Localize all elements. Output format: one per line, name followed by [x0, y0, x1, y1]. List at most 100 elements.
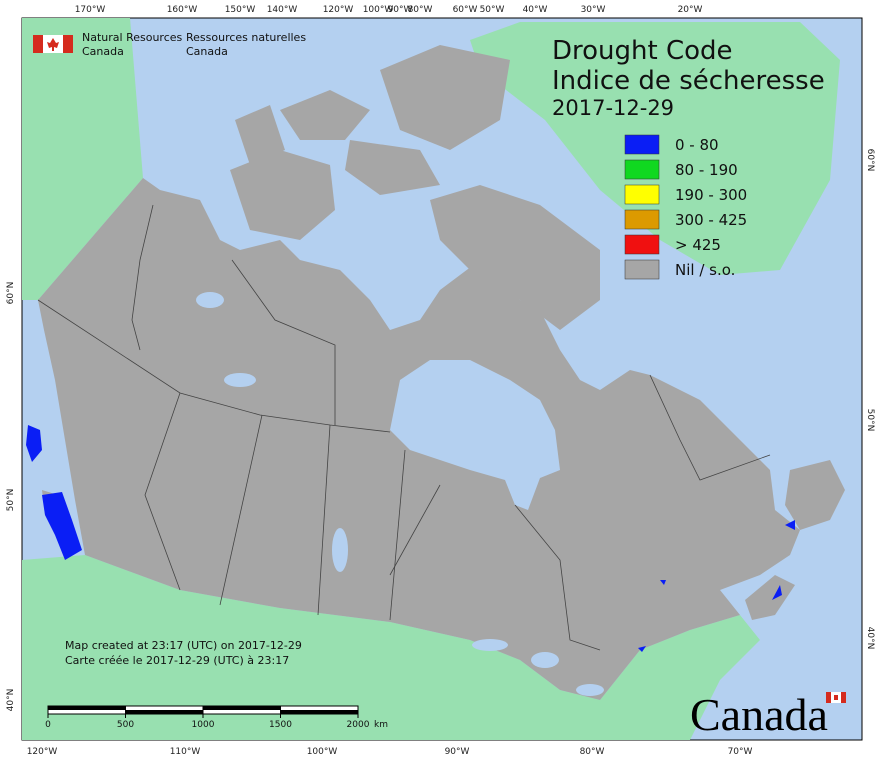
- agency-en: Canada: [82, 45, 124, 58]
- lakes: [196, 292, 604, 696]
- lon-label-top: 60°W: [453, 5, 478, 15]
- lake-ontario: [576, 684, 604, 696]
- flag-bar: [826, 692, 831, 703]
- agency-en: Natural Resources: [82, 31, 183, 44]
- legend-label: 0 - 80: [675, 136, 719, 154]
- alaska-west: [22, 18, 143, 300]
- maple-leaf: [834, 695, 838, 700]
- southampton-island: [440, 310, 490, 350]
- scale-bar: 0 500 1000 1500 2000 km: [45, 705, 388, 730]
- nwt-nunavut-border: [231, 259, 336, 425]
- agency-header: Natural Resources Canada Ressources natu…: [33, 31, 306, 58]
- agency-fr: Canada: [186, 45, 228, 58]
- bc-ab-border: [144, 392, 181, 591]
- maple-leaf: [47, 38, 59, 51]
- lake-huron: [531, 652, 559, 668]
- territory-border: [37, 299, 391, 433]
- drought-patch: [26, 425, 42, 462]
- legend-label: 300 - 425: [675, 211, 747, 229]
- lon-label-top: 160°W: [167, 5, 198, 15]
- lon-label-top: 20°W: [678, 5, 703, 15]
- lat-label-right: 50°N: [865, 409, 875, 432]
- drought-patch: [660, 580, 666, 585]
- flag-bar: [63, 35, 73, 53]
- on-qc-border: [514, 504, 601, 651]
- scale-unit: km: [374, 720, 388, 730]
- lon-label-top: 50°W: [480, 5, 505, 15]
- lon-label-bottom: 120°W: [27, 747, 58, 757]
- lon-label-top: 150°W: [225, 5, 256, 15]
- legend-label: 190 - 300: [675, 186, 747, 204]
- lat-label-left: 60°N: [6, 282, 16, 305]
- lat-label-right: 40°N: [865, 627, 875, 650]
- scale-label: 1500: [269, 720, 292, 730]
- lon-label-top: 170°W: [75, 5, 106, 15]
- legend-label: 80 - 190: [675, 161, 738, 179]
- graticule-labels: 170°W 160°W 150°W 140°W 120°W 100°W90°W80°W 60…: [6, 5, 875, 757]
- lat-label-left: 50°N: [6, 489, 16, 512]
- great-bear-lake: [196, 292, 224, 308]
- qc-lab-border: [649, 374, 771, 481]
- legend: 0 - 80 80 - 190 190 - 300 300 - 425 > 425 Nil…: [624, 134, 747, 280]
- queen-elizabeth-islands: [280, 90, 370, 140]
- scale-segment: [48, 706, 126, 710]
- yukon-nwt-border: [131, 204, 154, 351]
- hudson-bay: [390, 360, 560, 510]
- lon-label-bottom: 70°W: [728, 747, 753, 757]
- scale-label: 1000: [192, 720, 215, 730]
- title-fr: Indice de sécheresse: [552, 66, 825, 96]
- drought-patch: [638, 646, 646, 652]
- legend-swatch: [624, 184, 660, 205]
- great-slave-lake: [224, 373, 256, 387]
- legend-swatch: [624, 159, 660, 180]
- wordmark: Canada: [690, 689, 846, 740]
- usa: [22, 555, 760, 740]
- footer-fr: Carte créée le 2017-12-29 (UTC) à 23:17: [65, 654, 289, 667]
- scale-segment: [280, 710, 358, 714]
- devon-island: [345, 140, 440, 195]
- scale-label: 500: [117, 720, 134, 730]
- scale-segment: [125, 710, 203, 714]
- sk-mb-border: [317, 424, 331, 616]
- lon-label-top: 140°W: [267, 5, 298, 15]
- lon-label-top: 90°W: [388, 5, 413, 15]
- legend-swatch: [624, 234, 660, 255]
- nova-scotia: [745, 575, 795, 620]
- ab-sk-border: [219, 414, 263, 606]
- scale-label: 0: [45, 720, 51, 730]
- legend-label: Nil / s.o.: [675, 261, 735, 279]
- lat-label-right: 60°N: [865, 149, 875, 172]
- lon-label-bottom: 110°W: [170, 747, 201, 757]
- scale-segment: [203, 706, 281, 710]
- title-en: Drought Code: [552, 36, 733, 66]
- footer-en: Map created at 23:17 (UTC) on 2017-12-29: [65, 639, 302, 652]
- lon-label-bottom: 80°W: [580, 747, 605, 757]
- lon-label-bottom: 90°W: [445, 747, 470, 757]
- lon-label-top: 80°W: [408, 5, 433, 15]
- lon-label-top: 30°W: [581, 5, 606, 15]
- legend-swatch: [624, 134, 660, 155]
- legend-label: > 425: [675, 236, 721, 254]
- banks-island: [235, 105, 285, 165]
- lat-label-left: 40°N: [6, 689, 16, 712]
- lake-winnipeg: [332, 528, 348, 572]
- legend-swatch: [624, 259, 660, 280]
- drought-patch: [772, 585, 782, 600]
- newfoundland: [785, 460, 845, 530]
- lon-label-top: 100°W: [363, 5, 394, 15]
- lake-superior: [472, 639, 508, 651]
- lon-label-top: 40°W: [523, 5, 548, 15]
- map-date: 2017-12-29: [552, 96, 674, 120]
- flag-bar: [841, 692, 846, 703]
- mb-on-border: [389, 449, 406, 621]
- victoria-island: [230, 150, 335, 240]
- borders: [37, 204, 771, 651]
- baffin-island: [430, 185, 600, 330]
- nunavut-qc-border: [389, 484, 441, 576]
- drought-patch: [42, 492, 82, 560]
- scale-label: 2000: [347, 720, 370, 730]
- lon-label-top: 120°W: [323, 5, 354, 15]
- lon-label-bottom: 100°W: [307, 747, 338, 757]
- drought-0-80: [26, 425, 795, 652]
